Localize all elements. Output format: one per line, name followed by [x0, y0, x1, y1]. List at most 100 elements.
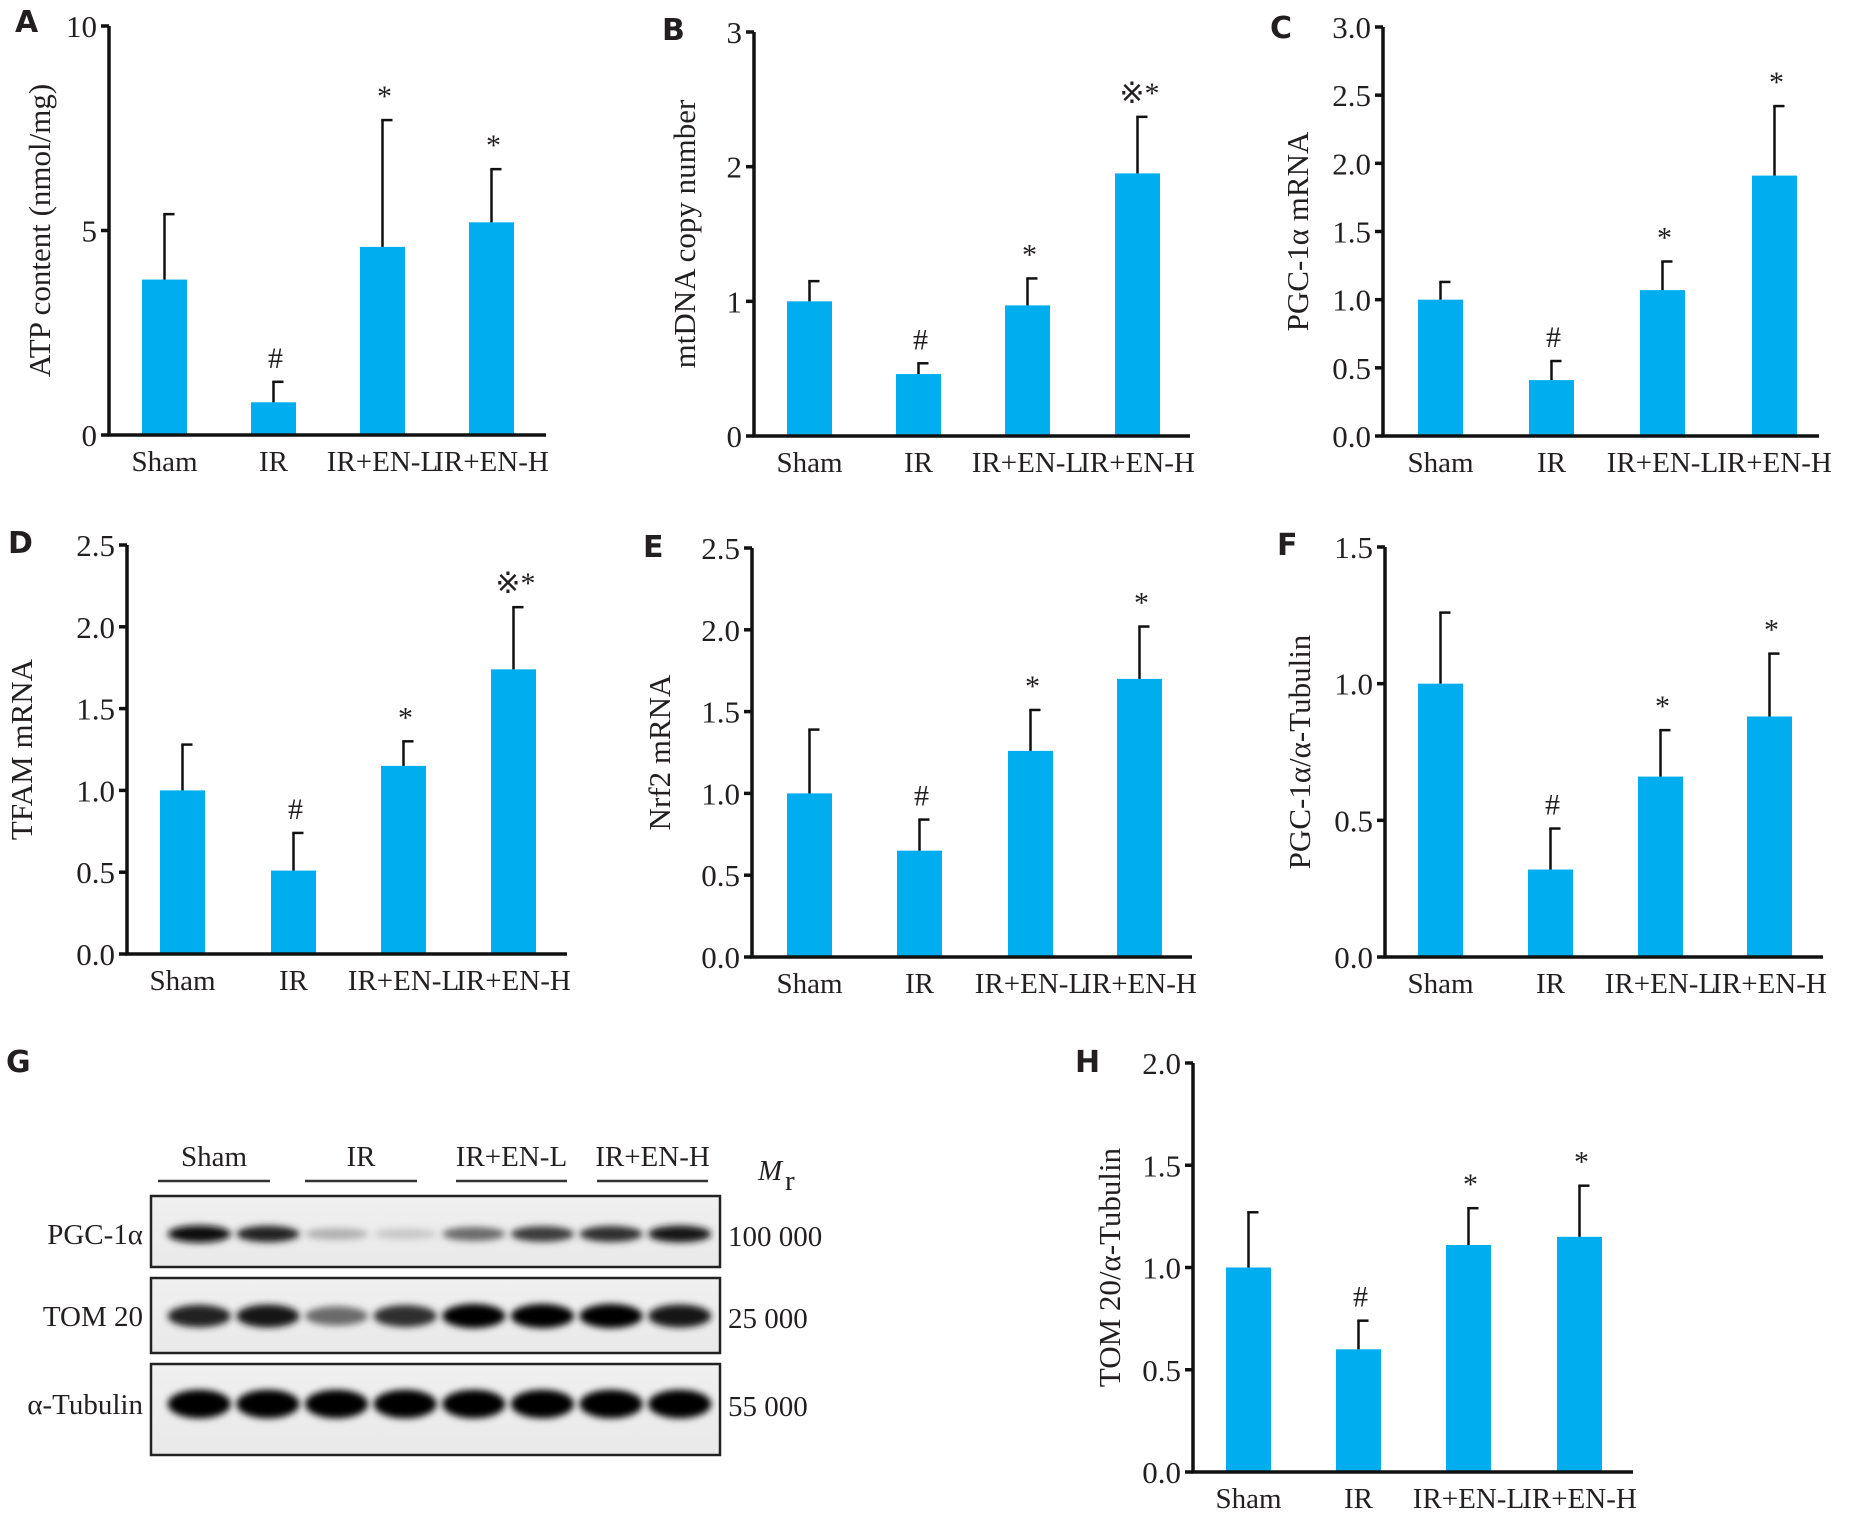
blot-band: [236, 1304, 300, 1328]
significance-marker: *: [1657, 221, 1672, 254]
blot-row-tom-20: TOM 20 25 000: [43, 1276, 808, 1355]
x-tick-label: IR+EN-H: [1080, 447, 1195, 479]
x-tick-label: IR+EN-H: [1522, 1483, 1637, 1514]
significance-marker: #: [1546, 321, 1561, 354]
x-tick-label: IR: [905, 968, 935, 1000]
y-tick-label: 1.0: [76, 773, 115, 808]
bar-sham: [787, 793, 832, 957]
significance-marker: *: [486, 129, 501, 162]
y-axis-label: mtDNA copy number: [667, 99, 702, 368]
x-tick-label: IR+EN-H: [456, 965, 571, 997]
y-tick-label: 2: [727, 150, 743, 185]
y-tick-label: 0: [82, 418, 98, 453]
significance-marker: ※*: [495, 567, 535, 600]
blot-band: [442, 1227, 506, 1241]
blot-band: [648, 1389, 712, 1419]
significance-marker: *: [377, 80, 392, 113]
panel-letter-d: D: [8, 526, 33, 561]
x-tick-label: Sham: [149, 965, 216, 997]
bar-ir-en-l: [1638, 776, 1683, 957]
y-axis-label: TOM 20/α-Tubulin: [1092, 1147, 1127, 1387]
blot-band: [510, 1226, 575, 1242]
blot-band: [304, 1306, 369, 1326]
x-tick-label: IR+EN-H: [1712, 968, 1827, 1000]
bar-ir: [251, 402, 296, 435]
y-tick-label: 1.0: [1142, 1251, 1181, 1286]
panel-letter-h: H: [1075, 1045, 1100, 1080]
chart-panel-b: Sham # IR * IR+EN-L ※* IR+EN-H 0 1 2 3 mtDNA copy n…: [667, 15, 1195, 479]
bar-ir-en-h: [1115, 173, 1160, 436]
panel-letter-b: B: [662, 13, 685, 48]
x-tick-label: Sham: [131, 446, 198, 478]
y-tick-label: 1.0: [1334, 667, 1373, 702]
blot-group-label: Sham: [181, 1141, 248, 1173]
bar-sham: [1418, 683, 1463, 957]
blot-band: [373, 1228, 437, 1240]
significance-marker: *: [1134, 587, 1149, 620]
x-tick-label: Sham: [1215, 1483, 1282, 1514]
x-tick-label: IR+EN-L: [327, 446, 438, 478]
y-tick-label: 0: [727, 419, 743, 454]
bar-ir: [896, 374, 941, 436]
significance-marker: #: [913, 323, 928, 356]
y-tick-label: 2.5: [701, 531, 740, 566]
y-tick-label: 1.5: [1332, 215, 1371, 250]
blot-row-pgc-1-: PGC-1α 100 000: [47, 1194, 822, 1269]
blot-band: [579, 1303, 643, 1329]
y-tick-label: 3: [727, 15, 743, 50]
significance-marker: *: [1764, 614, 1779, 647]
blot-band: [648, 1225, 712, 1243]
blot-band: [373, 1305, 437, 1327]
y-tick-label: 0.0: [701, 940, 740, 975]
chart-panel-h: Sham # IR * IR+EN-L * IR+EN-H 0.0 0.5 1.0 1.5 2.0 TO…: [1092, 1046, 1637, 1514]
blot-protein-label: TOM 20: [43, 1301, 143, 1333]
y-axis-label: PGC-1α mRNA: [1280, 131, 1315, 331]
blot-band: [442, 1389, 506, 1419]
blot-band: [579, 1389, 643, 1419]
blot-group-label: IR: [347, 1141, 377, 1173]
panel-letter-c: C: [1270, 11, 1292, 46]
y-tick-label: 1.5: [1142, 1148, 1181, 1183]
significance-marker: *: [1022, 238, 1037, 271]
x-tick-label: IR+EN-H: [1082, 968, 1197, 1000]
bar-ir-en-l: [1446, 1245, 1491, 1472]
y-tick-label: 0.0: [1142, 1455, 1181, 1490]
significance-marker: *: [1574, 1146, 1589, 1179]
blot-band: [236, 1225, 300, 1243]
x-tick-label: IR: [279, 965, 309, 997]
significance-marker: *: [1769, 66, 1784, 99]
blot-protein-label: α-Tubulin: [27, 1389, 143, 1421]
significance-marker: ※*: [1119, 77, 1159, 110]
chart-panel-a: Sham # IR * IR+EN-L * IR+EN-H 0 5 10 ATP content (…: [22, 9, 549, 478]
chart-panel-e: Sham # IR * IR+EN-L * IR+EN-H 0.0 0.5 1.0 1.5 2.0 2.…: [642, 531, 1197, 1000]
bar-ir-en-h: [1752, 175, 1797, 436]
x-tick-label: IR+EN-L: [975, 968, 1086, 1000]
bar-ir-en-l: [1640, 290, 1685, 436]
significance-marker: *: [1463, 1168, 1478, 1201]
chart-panel-c: Sham # IR * IR+EN-L * IR+EN-H 0.0 0.5 1.0 1.5 2.0 2.…: [1280, 10, 1832, 479]
panel-letter-f: F: [1277, 528, 1298, 563]
y-axis-label: TFAM mRNA: [4, 658, 39, 840]
y-axis-label: ATP content (nmol/mg): [22, 84, 57, 377]
x-tick-label: IR+EN-H: [1717, 447, 1832, 479]
x-tick-label: Sham: [776, 968, 843, 1000]
blot-band: [236, 1389, 300, 1419]
bar-ir-en-h: [1557, 1236, 1602, 1472]
y-tick-label: 10: [66, 9, 97, 44]
bar-sham: [1226, 1267, 1271, 1472]
significance-marker: *: [1655, 690, 1670, 723]
blot-mr-value: 100 000: [728, 1221, 822, 1253]
bar-ir-en-h: [1117, 678, 1162, 957]
y-axis-label: PGC-1α/α-Tubulin: [1282, 634, 1317, 869]
bar-sham: [787, 301, 832, 436]
bar-ir-en-l: [360, 246, 405, 435]
panel-letter-e: E: [643, 530, 664, 565]
blot-band: [304, 1389, 369, 1419]
significance-marker: #: [268, 342, 283, 375]
y-tick-label: 0.5: [701, 858, 740, 893]
blot-mr-value: 55 000: [728, 1391, 808, 1423]
blot-group-label: IR+EN-L: [456, 1141, 567, 1173]
panel-letter-a: A: [15, 5, 39, 40]
